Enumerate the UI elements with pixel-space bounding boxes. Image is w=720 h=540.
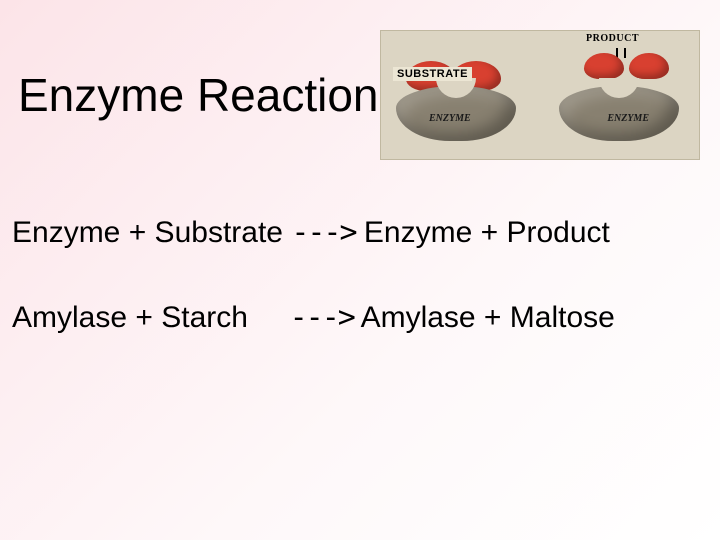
eq1-arrow: ---> (291, 215, 355, 250)
substrate-label: SUBSTRATE (393, 67, 472, 81)
diagram-container: PRODUCT SUBSTRATE ENZYME ENZYME (379, 30, 711, 160)
equations-block: Enzyme + Substrate ---> Enzyme + Product… (0, 180, 720, 335)
eq2-right: Amylase + Maltose (361, 301, 615, 334)
enzyme-label-right: ENZYME (607, 113, 649, 124)
enzyme-label-left: ENZYME (429, 113, 471, 124)
eq2-left: Amylase + Starch (12, 301, 248, 334)
product-shape (629, 53, 669, 79)
eq1-right: Enzyme + Product (364, 216, 610, 249)
page-title: Enzyme Reaction (10, 68, 379, 122)
product-label: PRODUCT (586, 33, 639, 44)
product-shape (584, 53, 624, 79)
equation-general: Enzyme + Substrate ---> Enzyme + Product (12, 215, 708, 250)
equation-example: Amylase + Starch ---> Amylase + Maltose (12, 300, 708, 335)
enzyme-diagram: PRODUCT SUBSTRATE ENZYME ENZYME (380, 30, 700, 160)
eq1-left: Enzyme + Substrate (12, 216, 283, 249)
header-row: Enzyme Reaction PRODUCT SUBSTRATE ENZYME… (0, 0, 720, 180)
eq2-arrow: ---> (290, 300, 354, 335)
